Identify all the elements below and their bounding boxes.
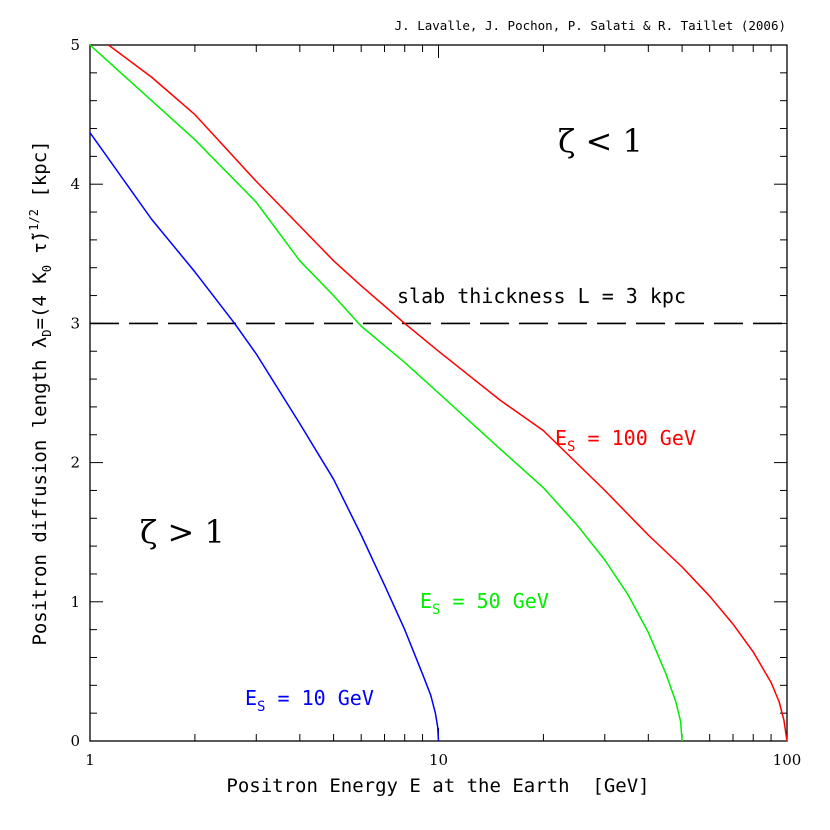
regime-label-1: ζ > 1 bbox=[140, 513, 225, 551]
y-tick-label: 3 bbox=[70, 314, 80, 332]
series-line-0 bbox=[89, 132, 440, 742]
y-axis-title: Positron diffusion length λD=(4 K0 τ̃)1/… bbox=[27, 140, 54, 645]
curve-annotation-2: ES = 10 GeV bbox=[245, 686, 374, 715]
series-line-2 bbox=[108, 44, 788, 742]
x-tick-label: 100 bbox=[773, 751, 802, 769]
y-tick-label: 1 bbox=[70, 593, 80, 611]
x-tick-label: 1 bbox=[85, 751, 95, 769]
x-tick-label: 10 bbox=[429, 751, 448, 769]
axis-ticks bbox=[89, 44, 787, 742]
curve-annotation-1: ES = 50 GeV bbox=[420, 589, 549, 618]
annotations-group: ES = 100 GeV ES = 50 GeV ES = 10 GeV ζ < 1 ζ… bbox=[140, 122, 696, 715]
slab-thickness-label: slab thickness L = 3 kpc bbox=[397, 284, 686, 308]
y-tick-label: 5 bbox=[70, 36, 80, 54]
regime-label-0: ζ < 1 bbox=[558, 122, 643, 160]
reference-line-group: slab thickness L = 3 kpc bbox=[90, 284, 787, 325]
series-line-1 bbox=[89, 44, 683, 742]
x-axis-title: Positron Energy E at the Earth [GeV] bbox=[226, 775, 649, 797]
y-tick-label: 2 bbox=[70, 454, 80, 472]
series-group bbox=[89, 44, 788, 742]
curve-annotation-0: ES = 100 GeV bbox=[555, 426, 696, 455]
y-tick-label: 4 bbox=[70, 175, 80, 193]
y-tick-label: 0 bbox=[70, 732, 80, 750]
credit-text: J. Lavalle, J. Pochon, P. Salati & R. Ta… bbox=[395, 18, 786, 33]
